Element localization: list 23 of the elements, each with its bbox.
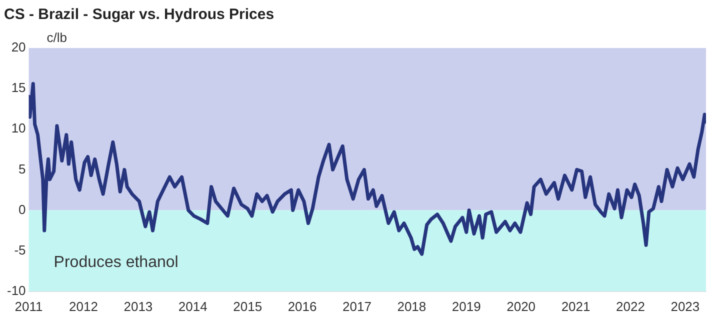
x-tick-label: 2019 (452, 298, 481, 314)
x-tick-label: 2017 (342, 298, 372, 314)
y-tick-label: 5 (18, 161, 26, 176)
x-tick-label: 2021 (561, 298, 590, 314)
band-label: Produces ethanol (54, 254, 178, 272)
x-tick-label: 2014 (178, 298, 208, 314)
x-tick-label: 2015 (233, 298, 262, 314)
x-tick-label: 2011 (14, 298, 43, 314)
x-tick-label: 2022 (616, 298, 645, 314)
y-tick-label: 20 (11, 40, 26, 55)
y-tick-label: -5 (14, 242, 26, 258)
y-tick-label: 15 (11, 80, 26, 96)
x-tick-label: 2020 (506, 298, 536, 314)
y-tick-label: 10 (11, 120, 26, 136)
x-tick-label: 2016 (288, 298, 317, 314)
x-tick-label: 2013 (124, 298, 153, 314)
y-axis-title: c/lb (46, 30, 68, 46)
x-tick-label: 2012 (69, 298, 98, 314)
y-tick-label: 0 (18, 202, 26, 217)
x-tick-label: 2023 (670, 298, 700, 314)
y-tick-label: -10 (6, 282, 26, 298)
x-tick-label: 2018 (397, 298, 426, 314)
chart-title: CS - Brazil - Sugar vs. Hydrous Prices (4, 6, 274, 24)
